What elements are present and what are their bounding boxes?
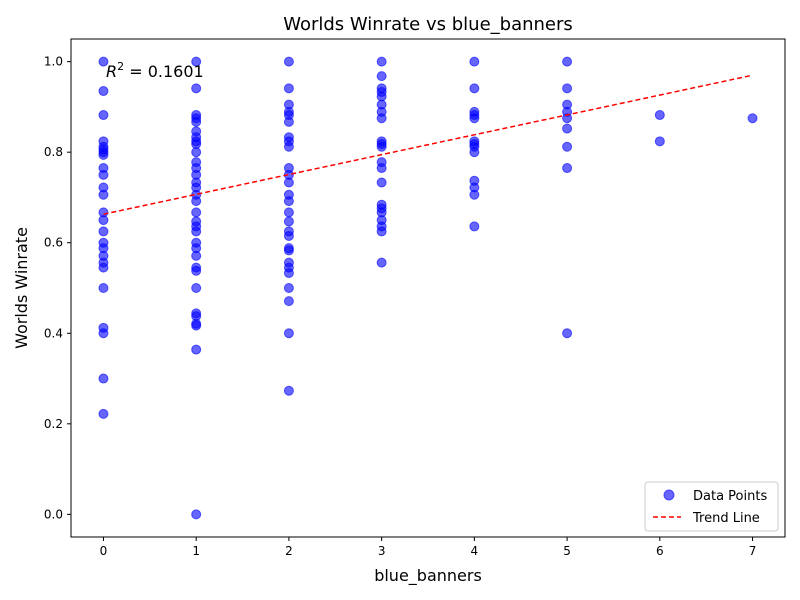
data-point — [98, 169, 109, 180]
data-point — [191, 509, 202, 520]
y-tick-label: 1.0 — [44, 55, 63, 69]
data-point — [98, 189, 109, 200]
data-point — [376, 113, 387, 124]
plot-area — [98, 56, 758, 520]
data-point — [562, 113, 573, 124]
data-point — [191, 83, 202, 94]
data-point — [469, 189, 480, 200]
data-point — [98, 110, 109, 121]
chart-title: Worlds Winrate vs blue_banners — [283, 14, 573, 35]
data-point — [98, 86, 109, 97]
y-axis-title: Worlds Winrate — [12, 227, 31, 349]
data-point — [283, 230, 294, 241]
legend-marker-data-points — [663, 489, 675, 501]
data-point — [376, 141, 387, 152]
data-point — [469, 221, 480, 232]
data-point — [98, 56, 109, 67]
data-point — [98, 328, 109, 339]
y-axis: 0.0 0.2 0.4 0.6 0.8 1.0 — [44, 55, 71, 521]
data-point — [654, 136, 665, 147]
data-point — [376, 71, 387, 82]
data-point — [98, 149, 109, 160]
y-tick-label: 0.4 — [44, 326, 63, 340]
axes-frame — [70, 38, 786, 538]
data-point — [191, 207, 202, 218]
y-tick-label: 0.8 — [44, 145, 63, 159]
y-tick-label: 0.6 — [44, 236, 63, 250]
data-point — [283, 207, 294, 218]
x-tick-label: 5 — [563, 544, 571, 558]
data-point — [376, 177, 387, 188]
legend-label-trend-line: Trend Line — [692, 511, 760, 526]
r-squared-value: = 0.1601 — [124, 62, 204, 81]
data-point — [98, 226, 109, 237]
data-point — [469, 113, 480, 124]
x-axis-title: blue_banners — [374, 566, 482, 586]
data-point — [191, 147, 202, 158]
x-tick-label: 4 — [471, 544, 479, 558]
r-squared-annotation: R2 = 0.1601 — [106, 60, 204, 81]
data-point — [562, 83, 573, 94]
data-point — [283, 283, 294, 293]
data-point — [191, 56, 202, 67]
r-squared-symbol: R — [106, 62, 117, 81]
legend-box — [644, 481, 779, 532]
data-point — [654, 110, 665, 121]
data-point — [562, 163, 573, 174]
x-tick-label: 7 — [749, 544, 757, 558]
data-point — [191, 320, 202, 331]
data-point — [376, 257, 387, 268]
data-point — [283, 268, 294, 279]
data-point — [191, 226, 202, 237]
data-point — [283, 245, 294, 256]
data-point — [283, 216, 294, 227]
y-tick-label: 0.2 — [44, 417, 63, 431]
data-point — [98, 262, 109, 273]
data-point — [283, 196, 294, 207]
data-point — [562, 123, 573, 134]
data-point — [562, 56, 573, 67]
x-tick-label: 6 — [656, 544, 664, 558]
data-point — [191, 116, 202, 127]
data-point — [747, 113, 758, 124]
data-point — [469, 83, 480, 94]
y-tick-label: 0.0 — [44, 507, 63, 521]
data-point — [283, 116, 294, 127]
data-point — [98, 283, 109, 293]
data-point — [191, 283, 202, 293]
legend: Data Points Trend Line — [644, 481, 779, 532]
data-point — [191, 344, 202, 355]
x-tick-label: 0 — [100, 544, 108, 558]
x-tick-label: 2 — [285, 544, 293, 558]
data-point — [469, 56, 480, 67]
data-point — [283, 56, 294, 67]
data-point — [283, 328, 294, 339]
x-tick-label: 1 — [192, 544, 200, 558]
data-point — [376, 56, 387, 67]
data-point — [283, 296, 294, 307]
x-tick-label: 3 — [378, 544, 386, 558]
data-point — [98, 373, 109, 384]
data-point — [191, 250, 202, 261]
data-point — [469, 147, 480, 158]
data-point — [283, 141, 294, 152]
data-point — [191, 196, 202, 207]
r-squared-superscript: 2 — [117, 60, 124, 73]
data-point — [98, 215, 109, 226]
data-point — [562, 141, 573, 152]
data-point — [283, 177, 294, 188]
data-point — [376, 226, 387, 237]
trend-line — [103, 74, 753, 215]
legend-label-data-points: Data Points — [693, 489, 767, 504]
x-axis: 0 1 2 3 4 5 6 7 — [100, 537, 757, 558]
data-point — [376, 163, 387, 174]
data-point — [98, 408, 109, 419]
data-point — [191, 265, 202, 276]
data-point — [562, 328, 573, 339]
data-point — [283, 83, 294, 94]
data-point — [283, 385, 294, 396]
